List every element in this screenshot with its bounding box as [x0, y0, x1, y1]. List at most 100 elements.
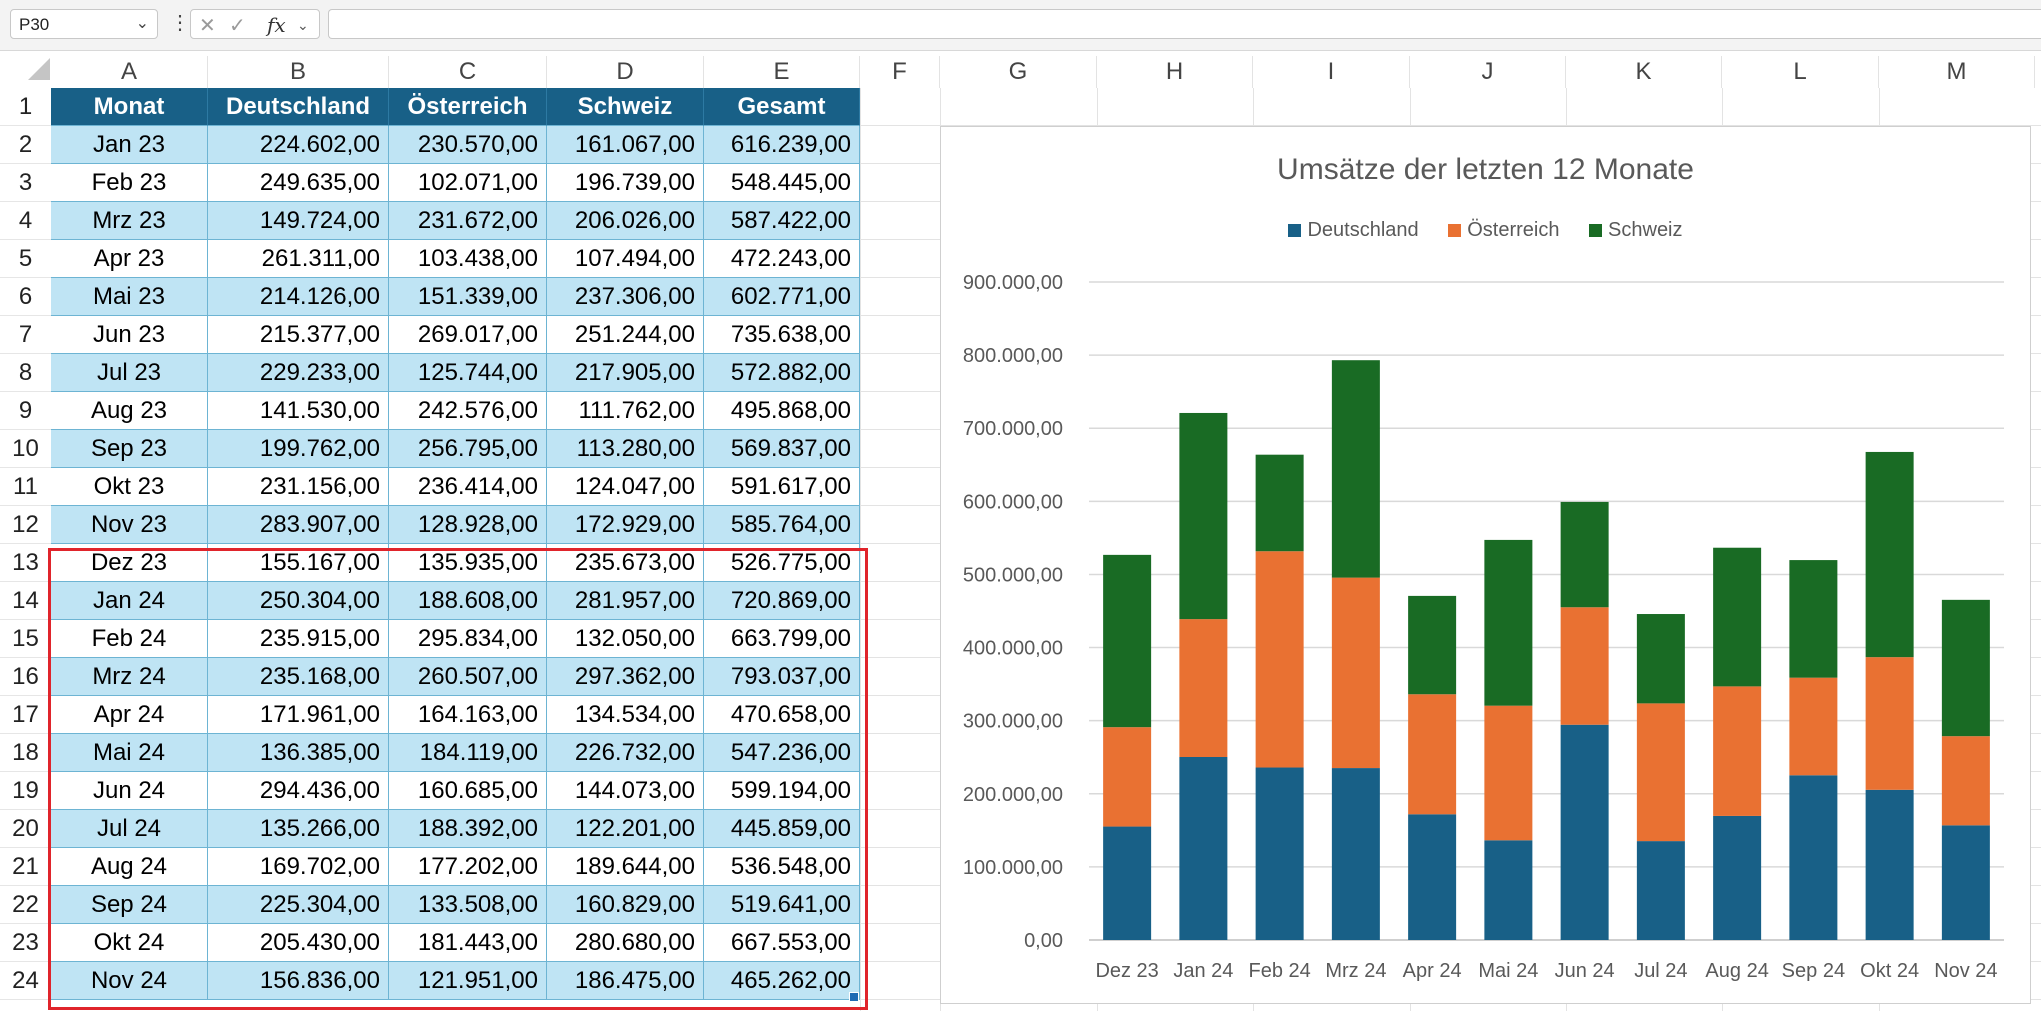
- row-header[interactable]: 17: [0, 696, 51, 734]
- table-cell[interactable]: 103.438,00: [389, 240, 547, 278]
- table-cell[interactable]: 124.047,00: [547, 468, 704, 506]
- table-cell[interactable]: 261.311,00: [208, 240, 389, 278]
- table-cell[interactable]: Okt 23: [51, 468, 208, 506]
- column-header-m[interactable]: M: [1879, 56, 2035, 88]
- confirm-icon[interactable]: ✓: [229, 15, 246, 37]
- table-cell[interactable]: 121.951,00: [389, 962, 547, 1000]
- table-cell[interactable]: 160.829,00: [547, 886, 704, 924]
- table-header-cell[interactable]: Deutschland: [208, 88, 389, 126]
- table-cell[interactable]: Nov 23: [51, 506, 208, 544]
- fill-handle[interactable]: [849, 992, 859, 1002]
- table-cell[interactable]: 519.641,00: [704, 886, 860, 924]
- table-cell[interactable]: Jun 24: [51, 772, 208, 810]
- table-cell[interactable]: 587.422,00: [704, 202, 860, 240]
- table-cell[interactable]: 224.602,00: [208, 126, 389, 164]
- table-cell[interactable]: 177.202,00: [389, 848, 547, 886]
- table-cell[interactable]: 230.570,00: [389, 126, 547, 164]
- table-cell[interactable]: 294.436,00: [208, 772, 389, 810]
- table-cell[interactable]: Nov 24: [51, 962, 208, 1000]
- table-cell[interactable]: 144.073,00: [547, 772, 704, 810]
- table-cell[interactable]: 136.385,00: [208, 734, 389, 772]
- table-cell[interactable]: 465.262,00: [704, 962, 860, 1000]
- table-cell[interactable]: 133.508,00: [389, 886, 547, 924]
- table-cell[interactable]: 251.244,00: [547, 316, 704, 354]
- table-cell[interactable]: 445.859,00: [704, 810, 860, 848]
- row-header[interactable]: 4: [0, 202, 51, 240]
- table-cell[interactable]: 231.672,00: [389, 202, 547, 240]
- table-header-cell[interactable]: Österreich: [389, 88, 547, 126]
- table-cell[interactable]: 205.430,00: [208, 924, 389, 962]
- table-cell[interactable]: 172.929,00: [547, 506, 704, 544]
- table-cell[interactable]: 215.377,00: [208, 316, 389, 354]
- row-header[interactable]: 12: [0, 506, 51, 544]
- table-cell[interactable]: Sep 24: [51, 886, 208, 924]
- cancel-icon[interactable]: ✕: [199, 15, 216, 37]
- table-cell[interactable]: 225.304,00: [208, 886, 389, 924]
- select-all-corner[interactable]: [28, 58, 50, 80]
- table-cell[interactable]: 280.680,00: [547, 924, 704, 962]
- table-cell[interactable]: 735.638,00: [704, 316, 860, 354]
- row-header[interactable]: 15: [0, 620, 51, 658]
- table-cell[interactable]: 206.026,00: [547, 202, 704, 240]
- row-header[interactable]: 13: [0, 544, 51, 582]
- table-cell[interactable]: 156.836,00: [208, 962, 389, 1000]
- formula-input[interactable]: [328, 9, 2041, 39]
- table-cell[interactable]: 199.762,00: [208, 430, 389, 468]
- table-cell[interactable]: 250.304,00: [208, 582, 389, 620]
- row-header[interactable]: 5: [0, 240, 51, 278]
- table-cell[interactable]: Jan 24: [51, 582, 208, 620]
- row-header[interactable]: 14: [0, 582, 51, 620]
- name-box[interactable]: P30 ⌄: [10, 9, 158, 39]
- table-cell[interactable]: 616.239,00: [704, 126, 860, 164]
- table-cell[interactable]: Aug 24: [51, 848, 208, 886]
- table-cell[interactable]: 135.266,00: [208, 810, 389, 848]
- table-cell[interactable]: Mrz 24: [51, 658, 208, 696]
- table-cell[interactable]: 235.915,00: [208, 620, 389, 658]
- table-cell[interactable]: 269.017,00: [389, 316, 547, 354]
- row-header[interactable]: 22: [0, 886, 51, 924]
- table-cell[interactable]: 572.882,00: [704, 354, 860, 392]
- table-cell[interactable]: 548.445,00: [704, 164, 860, 202]
- table-cell[interactable]: 256.795,00: [389, 430, 547, 468]
- table-cell[interactable]: 226.732,00: [547, 734, 704, 772]
- row-header[interactable]: 8: [0, 354, 51, 392]
- table-cell[interactable]: 164.163,00: [389, 696, 547, 734]
- table-cell[interactable]: 295.834,00: [389, 620, 547, 658]
- table-cell[interactable]: 132.050,00: [547, 620, 704, 658]
- table-cell[interactable]: 113.280,00: [547, 430, 704, 468]
- table-cell[interactable]: 602.771,00: [704, 278, 860, 316]
- table-cell[interactable]: Aug 23: [51, 392, 208, 430]
- table-cell[interactable]: 189.644,00: [547, 848, 704, 886]
- table-cell[interactable]: 472.243,00: [704, 240, 860, 278]
- table-cell[interactable]: 169.702,00: [208, 848, 389, 886]
- table-cell[interactable]: 111.762,00: [547, 392, 704, 430]
- column-header-j[interactable]: J: [1410, 56, 1566, 88]
- column-header-i[interactable]: I: [1253, 56, 1410, 88]
- row-header[interactable]: 6: [0, 278, 51, 316]
- table-cell[interactable]: 585.764,00: [704, 506, 860, 544]
- table-cell[interactable]: 495.868,00: [704, 392, 860, 430]
- table-cell[interactable]: 547.236,00: [704, 734, 860, 772]
- row-header[interactable]: 10: [0, 430, 51, 468]
- table-cell[interactable]: 237.306,00: [547, 278, 704, 316]
- table-cell[interactable]: 171.961,00: [208, 696, 389, 734]
- table-cell[interactable]: Mrz 23: [51, 202, 208, 240]
- table-cell[interactable]: 793.037,00: [704, 658, 860, 696]
- row-header[interactable]: 21: [0, 848, 51, 886]
- row-header[interactable]: 3: [0, 164, 51, 202]
- table-cell[interactable]: Feb 24: [51, 620, 208, 658]
- row-header[interactable]: 2: [0, 126, 51, 164]
- row-header[interactable]: 1: [0, 88, 51, 126]
- table-cell[interactable]: 249.635,00: [208, 164, 389, 202]
- table-header-cell[interactable]: Gesamt: [704, 88, 860, 126]
- column-header-l[interactable]: L: [1722, 56, 1879, 88]
- chevron-down-icon[interactable]: ⌄: [297, 17, 309, 33]
- table-cell[interactable]: 235.168,00: [208, 658, 389, 696]
- table-cell[interactable]: 229.233,00: [208, 354, 389, 392]
- table-cell[interactable]: 186.475,00: [547, 962, 704, 1000]
- row-header[interactable]: 11: [0, 468, 51, 506]
- table-cell[interactable]: 297.362,00: [547, 658, 704, 696]
- table-cell[interactable]: Jan 23: [51, 126, 208, 164]
- table-cell[interactable]: 134.534,00: [547, 696, 704, 734]
- table-cell[interactable]: 102.071,00: [389, 164, 547, 202]
